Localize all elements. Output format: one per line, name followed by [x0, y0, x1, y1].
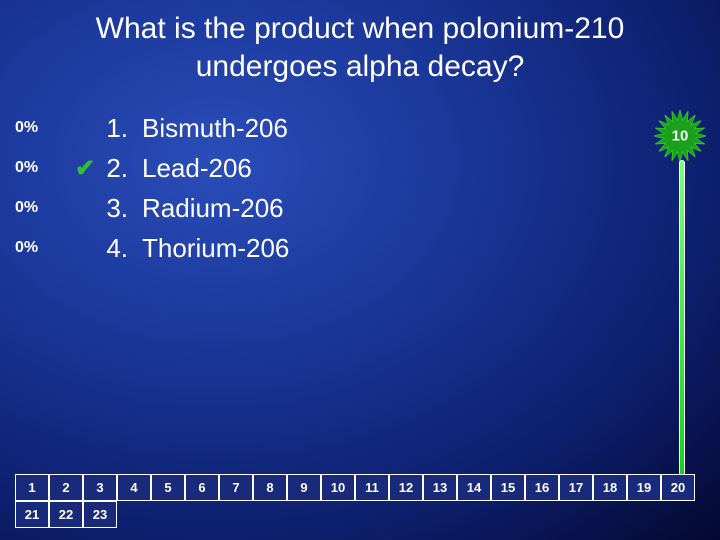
- answer-number: 3.: [100, 193, 132, 224]
- answer-number: 1.: [100, 113, 132, 144]
- grid-cell[interactable]: 8: [253, 474, 287, 501]
- grid-cell[interactable]: 17: [559, 474, 593, 501]
- answer-percent: 0%: [15, 199, 70, 217]
- timer-value: 10: [672, 128, 689, 145]
- answer-percent: 0%: [15, 119, 70, 137]
- grid-cell[interactable]: 21: [15, 501, 49, 528]
- grid-cell[interactable]: 10: [321, 474, 355, 501]
- check-icon: ✔: [70, 154, 100, 183]
- answer-percent: 0%: [15, 159, 70, 177]
- grid-cell[interactable]: 16: [525, 474, 559, 501]
- timer-stem: [679, 160, 685, 480]
- grid-cell[interactable]: 15: [491, 474, 525, 501]
- grid-cell[interactable]: 19: [627, 474, 661, 501]
- answer-row[interactable]: 0% 1. Bismuth-206: [15, 108, 289, 148]
- timer: 10: [652, 108, 712, 164]
- grid-cell[interactable]: 9: [287, 474, 321, 501]
- grid-cell[interactable]: 3: [83, 474, 117, 501]
- grid-row: 1234567891011121314151617181920: [15, 474, 695, 501]
- grid-cell[interactable]: 7: [219, 474, 253, 501]
- grid-cell[interactable]: 23: [83, 501, 117, 528]
- answer-text: Bismuth-206: [132, 113, 288, 144]
- answer-number: 2.: [100, 153, 132, 184]
- answer-row[interactable]: 0% 3. Radium-206: [15, 188, 289, 228]
- grid-cell[interactable]: 2: [49, 474, 83, 501]
- answer-number: 4.: [100, 233, 132, 264]
- grid-cell[interactable]: 11: [355, 474, 389, 501]
- grid-cell[interactable]: 13: [423, 474, 457, 501]
- grid-cell[interactable]: 12: [389, 474, 423, 501]
- answer-text: Lead-206: [132, 153, 252, 184]
- grid-cell[interactable]: 1: [15, 474, 49, 501]
- answers-list: 0% 1. Bismuth-206 0% ✔ 2. Lead-206 0% 3.…: [15, 108, 289, 268]
- grid-cell[interactable]: 4: [117, 474, 151, 501]
- grid-row: 212223: [15, 501, 695, 528]
- grid-cell[interactable]: 20: [661, 474, 695, 501]
- answer-text: Thorium-206: [132, 233, 289, 264]
- answer-text: Radium-206: [132, 193, 284, 224]
- grid-cell[interactable]: 14: [457, 474, 491, 501]
- title-line1: What is the product when polonium-210: [96, 12, 625, 45]
- participant-grid: 1234567891011121314151617181920 212223: [15, 474, 695, 528]
- question-title: What is the product when polonium-210 un…: [0, 0, 720, 85]
- title-line2: undergoes alpha decay?: [196, 50, 525, 83]
- grid-cell[interactable]: 22: [49, 501, 83, 528]
- answer-percent: 0%: [15, 239, 70, 257]
- grid-cell[interactable]: 5: [151, 474, 185, 501]
- grid-cell[interactable]: 6: [185, 474, 219, 501]
- timer-burst-icon: 10: [652, 108, 708, 164]
- answer-row[interactable]: 0% ✔ 2. Lead-206: [15, 148, 289, 188]
- answer-row[interactable]: 0% 4. Thorium-206: [15, 228, 289, 268]
- grid-cell[interactable]: 18: [593, 474, 627, 501]
